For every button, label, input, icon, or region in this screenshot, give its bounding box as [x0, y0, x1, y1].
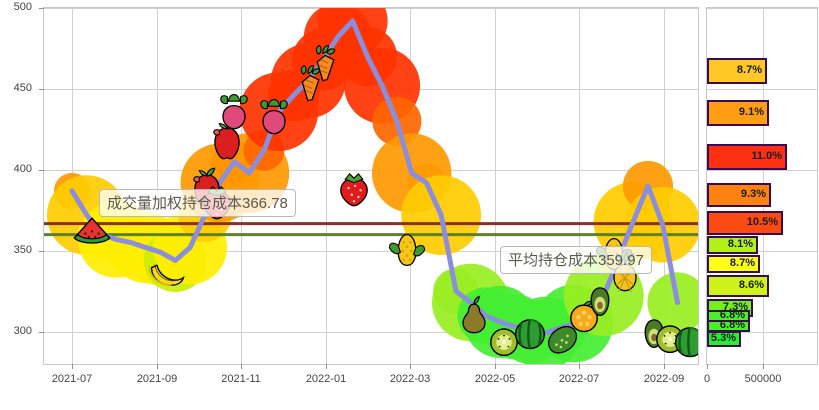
volume-profile-bar-label: 6.8% — [719, 309, 745, 321]
price-glow-blob — [647, 272, 698, 333]
volume-tick-mark — [763, 364, 764, 369]
watermelon-icon — [514, 318, 546, 350]
y-tick-mark — [39, 251, 44, 252]
x-tick-label: 2022-05 — [474, 373, 516, 385]
x-tick-label: 2022-07 — [558, 373, 600, 385]
gridline-vertical — [326, 8, 327, 364]
volume-profile-bar-label: 8.7% — [736, 64, 762, 76]
x-tick-mark — [664, 364, 665, 369]
x-tick-mark — [326, 364, 327, 369]
volume-gridline-horizontal — [707, 89, 817, 90]
gridline-horizontal — [44, 251, 698, 252]
volume-profile-bar — [707, 144, 787, 170]
volume-profile-bar-label: 8.6% — [738, 279, 764, 291]
radish-icon — [220, 93, 248, 130]
volume-tick-label: 0 — [703, 373, 711, 385]
x-tick-label: 2021-09 — [136, 373, 178, 385]
x-tick-label: 2021-07 — [51, 373, 93, 385]
volume-profile-bar-label: 8.1% — [727, 238, 753, 250]
x-tick-mark — [495, 364, 496, 369]
gridline-vertical — [495, 8, 496, 364]
volume-gridline-horizontal — [707, 332, 817, 333]
y-tick-label: 500 — [13, 1, 32, 13]
y-tick-label: 450 — [13, 82, 32, 94]
volume-profile-bar-label: 8.7% — [729, 257, 755, 269]
volume-profile-bar — [707, 211, 783, 235]
x-tick-mark — [157, 364, 158, 369]
volume-gridline-horizontal — [707, 251, 817, 252]
x-tick-label: 2022-09 — [643, 373, 685, 385]
volume-profile-bar-label: 9.3% — [740, 188, 766, 200]
x-tick-mark — [579, 364, 580, 369]
y-tick-label: 300 — [13, 325, 32, 337]
volume-tick-label: 500000 — [744, 373, 782, 385]
volume-profile-bar — [707, 331, 741, 347]
y-tick-label: 350 — [13, 244, 32, 256]
volume-profile-bar — [707, 255, 760, 273]
gridline-horizontal — [44, 332, 698, 333]
volume-tick-mark — [707, 364, 708, 369]
annotation-avg-cost: 平均持仓成本359.97 — [500, 246, 652, 274]
price-glow-layer — [47, 8, 698, 364]
volume-profile-bar — [707, 275, 769, 297]
x-tick-mark — [410, 364, 411, 369]
cost-reference-lines — [44, 222, 698, 237]
watermelon-icon — [674, 326, 698, 358]
volume-gridline-horizontal — [707, 170, 817, 171]
annotation-vwap-cost: 成交量加权持仓成本366.78 — [99, 189, 296, 217]
volume-profile-bar-label: 9.1% — [738, 106, 764, 118]
x-tick-label: 2022-01 — [305, 373, 347, 385]
volume-profile-bar — [707, 183, 771, 207]
gridline-horizontal — [44, 170, 698, 171]
avocado-icon — [590, 287, 610, 317]
x-tick-label: 2022-03 — [389, 373, 431, 385]
radish-icon — [260, 98, 288, 135]
kiwi-icon — [490, 328, 518, 357]
volume-profile-bar — [707, 236, 758, 254]
x-tick-label: 2021-11 — [221, 373, 261, 385]
x-tick-mark — [241, 364, 242, 369]
volume-gridline-horizontal — [707, 8, 817, 9]
volume-profile-bar-label: 5.3% — [710, 332, 736, 344]
y-tick-mark — [39, 8, 44, 9]
y-tick-mark — [39, 170, 44, 171]
volume-profile-bar — [707, 58, 767, 84]
volume-profile-bar-label: 10.5% — [746, 216, 778, 228]
gridline-vertical — [579, 8, 580, 364]
gridline-vertical — [157, 8, 158, 364]
volume-profile-bar — [707, 100, 769, 126]
x-tick-mark — [72, 364, 73, 369]
y-tick-mark — [39, 332, 44, 333]
y-tick-mark — [39, 89, 44, 90]
y-tick-label: 400 — [13, 163, 32, 175]
strawberry-icon — [340, 173, 368, 207]
volume-profile-bar-label: 11.0% — [751, 150, 782, 162]
volume-profile-bar-label: 6.8% — [719, 319, 745, 331]
